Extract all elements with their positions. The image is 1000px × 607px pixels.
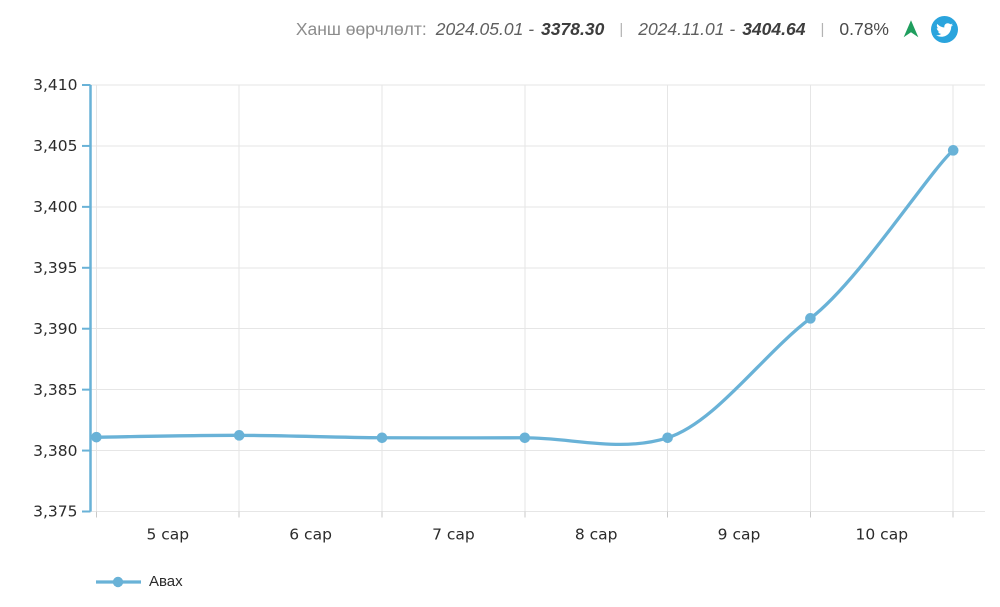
- data-point-marker[interactable]: [805, 313, 816, 324]
- data-point-marker[interactable]: [662, 432, 673, 444]
- start-date: 2024.05.01 -: [435, 18, 535, 39]
- data-point-marker[interactable]: [233, 430, 245, 441]
- y-axis-label: 3,380: [33, 442, 77, 460]
- y-axis-label: 3,390: [33, 320, 77, 338]
- x-axis-label: 8 сар: [575, 526, 618, 544]
- data-point-marker[interactable]: [376, 432, 388, 444]
- y-axis-label: 3,410: [33, 76, 77, 94]
- start-value: 3378.30: [541, 18, 605, 39]
- separator: |: [820, 20, 825, 38]
- rate-change-header: Ханш өөрчлөлт: 2024.05.01 - 3378.30 | 20…: [0, 0, 958, 58]
- separator: |: [619, 20, 624, 38]
- end-date: 2024.11.01 -: [638, 18, 736, 39]
- data-point-marker[interactable]: [519, 432, 531, 444]
- legend-item-avah[interactable]: Авах: [95, 573, 183, 590]
- x-axis-label: 7 сар: [432, 526, 475, 544]
- change-percent: 0.78%: [839, 18, 889, 39]
- x-axis-label: 5 сар: [146, 526, 189, 544]
- y-axis-label: 3,375: [33, 503, 77, 521]
- data-point-marker[interactable]: [91, 431, 102, 443]
- x-axis-label: 9 сар: [718, 526, 761, 544]
- twitter-share-icon[interactable]: [931, 15, 958, 43]
- y-axis-label: 3,385: [33, 381, 77, 399]
- legend-marker-icon: [96, 576, 141, 587]
- rate-change-label: Ханш өөрчлөлт:: [295, 18, 427, 39]
- legend-label: Авах: [149, 573, 183, 590]
- y-axis-label: 3,405: [33, 137, 77, 155]
- end-value: 3404.64: [742, 18, 806, 39]
- trend-up-icon: [900, 18, 922, 40]
- data-point-marker[interactable]: [947, 145, 959, 156]
- x-axis-label: 6 сар: [289, 526, 332, 544]
- y-axis-label: 3,395: [33, 259, 77, 277]
- y-axis-label: 3,400: [33, 198, 77, 216]
- line-chart[interactable]: 3,375 3,380 3,385 3,390 3,395 3,400 3,405 3,410…: [0, 0, 1000, 560]
- x-axis-label: 10 сар: [856, 526, 909, 544]
